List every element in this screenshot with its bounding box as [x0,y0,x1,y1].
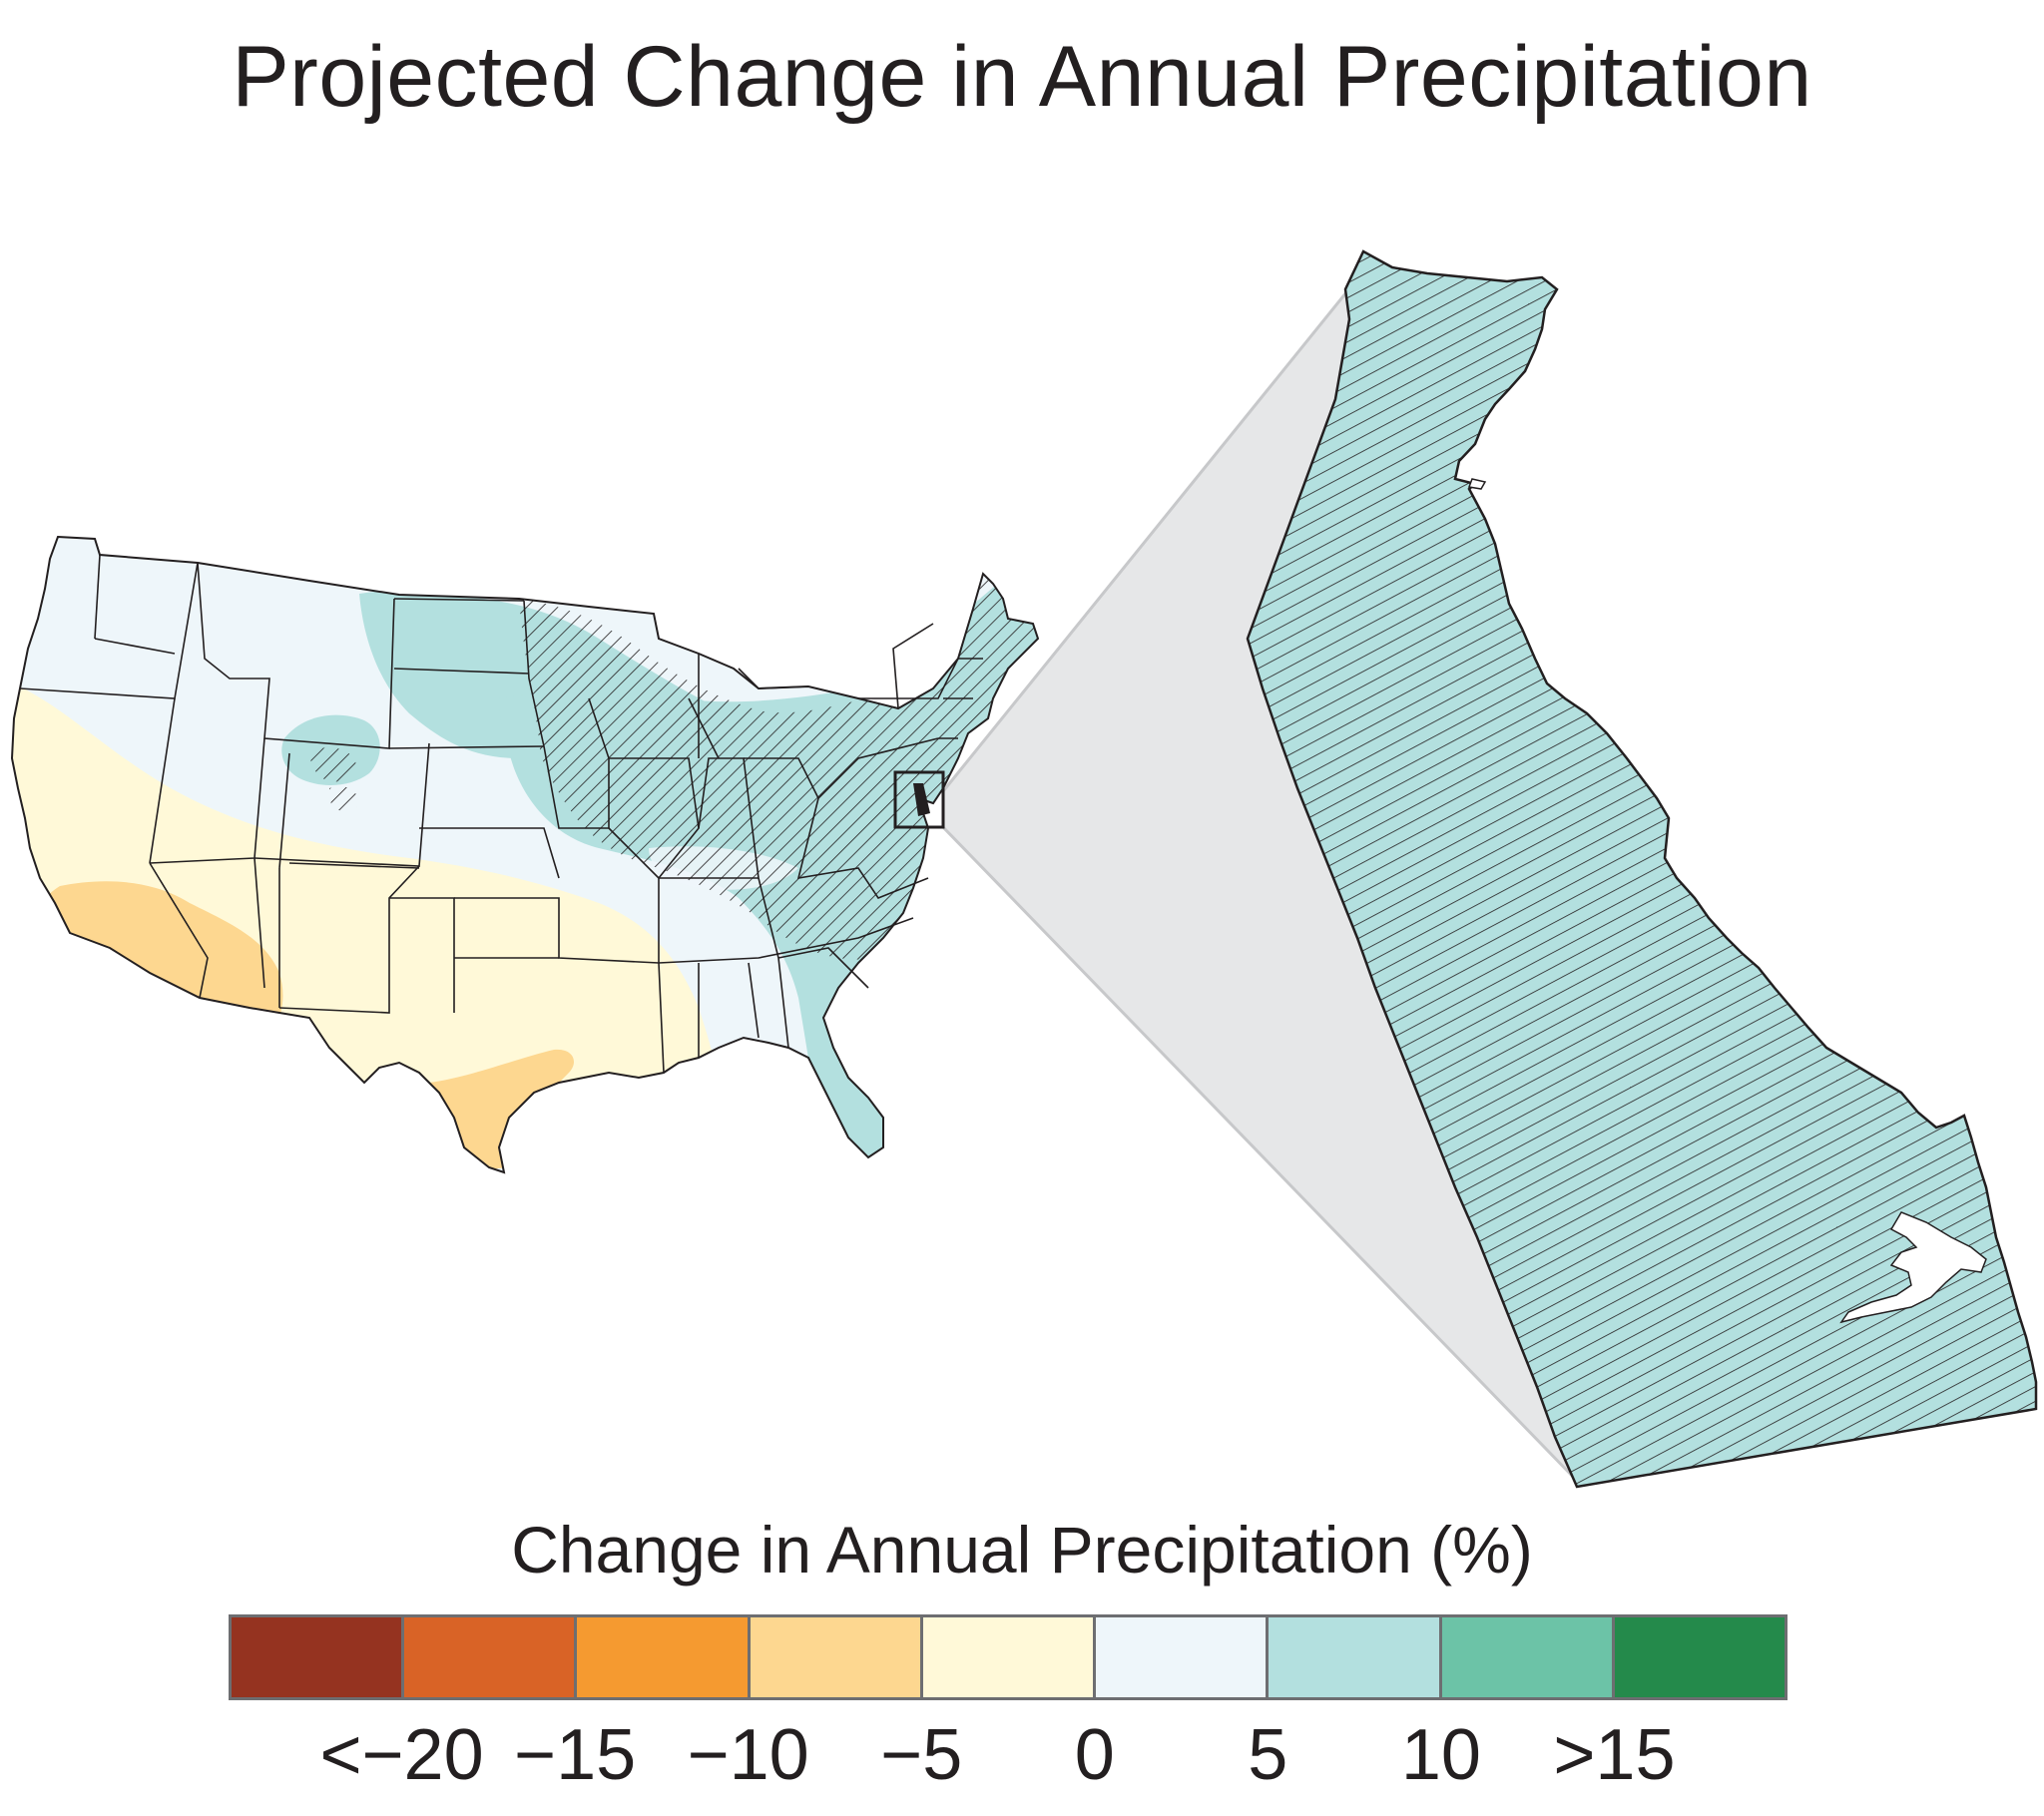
legend-swatch-bin-5 [922,1617,1097,1697]
legend-tick-label: 0 [1074,1715,1115,1795]
legend-tick-label: −10 [687,1715,809,1795]
legend-tick-label: 10 [1400,1715,1481,1795]
legend-tick-label: −5 [880,1715,963,1795]
legend-tick-label: >15 [1553,1715,1676,1795]
legend-swatch-bin-4 [750,1617,923,1697]
locator-box [893,770,945,829]
legend-swatch-bin-8 [1441,1617,1615,1697]
state-borders [19,554,983,1074]
legend-tick-label: −15 [514,1715,637,1795]
legend-swatch-bin-7 [1269,1617,1442,1697]
map-figure [11,249,2038,1489]
legend-swatch-bin-9 [1614,1617,1785,1697]
legend-tick-label: 5 [1248,1715,1288,1795]
legend-title: Change in Annual Precipitation (%) [511,1513,1533,1587]
delaware-inset [1246,249,2038,1489]
legend-swatch-bin-3 [577,1617,751,1697]
legend-tick-labels: <−20 −15 −10 −5 0 5 10 >15 [0,1714,2044,1804]
legend-swatch-bin-6 [1096,1617,1270,1697]
legend-color-bar [229,1614,1788,1700]
conus-map [11,536,1039,1173]
legend-tick-label: <−20 [319,1715,484,1795]
bay-cutout [1839,1211,1987,1324]
legend-swatch-bin-2 [404,1617,578,1697]
map-title: Projected Change in Annual Precipitation [232,29,1812,125]
legend-swatch-bin-1 [232,1617,405,1697]
